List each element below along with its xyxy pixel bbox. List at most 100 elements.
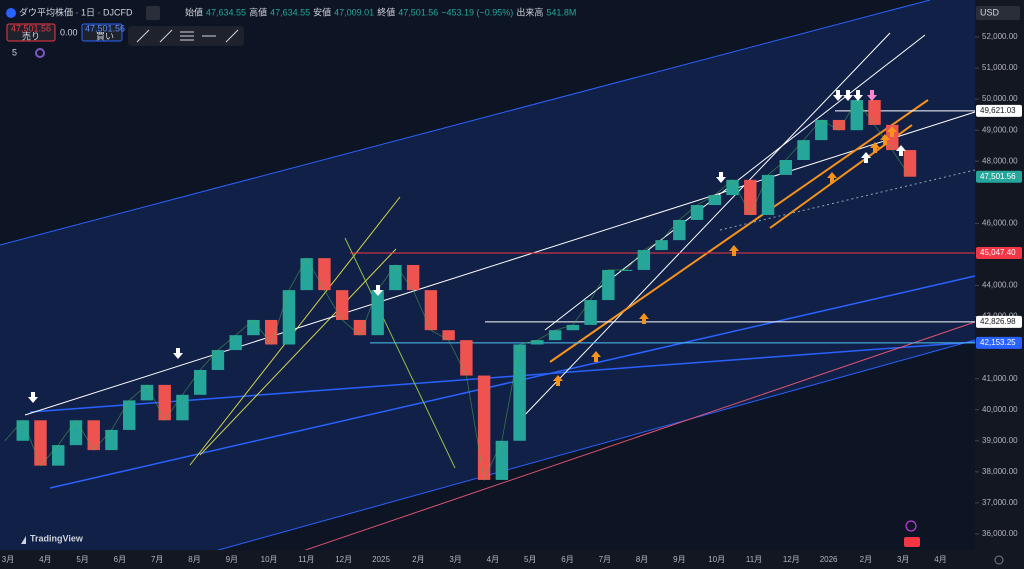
buy-button[interactable] [81, 23, 123, 42]
axis-settings[interactable] [994, 555, 1004, 565]
signal-arrow [861, 152, 871, 163]
ohlc-close-label: 終値 [377, 6, 395, 17]
candle [566, 324, 580, 331]
candle [335, 290, 349, 320]
trend-white [519, 32, 891, 421]
price-tick-label: 36,000.00 [982, 529, 1018, 538]
currency: USD [980, 7, 1000, 17]
candle [442, 330, 455, 341]
candle [797, 140, 810, 160]
price-tick-label: 44,000.00 [982, 281, 1018, 290]
indicator-count[interactable]: 5 [12, 47, 17, 57]
time-label: 2月 [860, 555, 872, 564]
time-label: 6月 [561, 555, 573, 564]
time-label: 6月 [114, 555, 126, 564]
spread: 0.00 [60, 27, 78, 37]
price-tick-label: 51,000.00 [982, 63, 1018, 72]
signal-arrow [373, 285, 383, 296]
price-tag-label: 49,621.03 [980, 106, 1016, 115]
price-tag [976, 336, 1022, 349]
signal-arrow [870, 142, 880, 153]
ohlc-volume-label: 出来高 [516, 6, 543, 17]
ohlc-high: 47,634.55 [270, 7, 310, 17]
price-tick-label: 39,000.00 [982, 436, 1018, 445]
signal-arrow [173, 348, 183, 359]
signal-arrow [639, 313, 649, 324]
candle [690, 205, 704, 220]
price-tick-label: 40,000.00 [982, 405, 1018, 414]
time-label: 2026 [820, 555, 838, 564]
candle [815, 119, 828, 141]
candle [87, 420, 100, 451]
time-label: 11月 [298, 555, 314, 564]
time-label: 10月 [261, 555, 278, 564]
time-label: 8月 [636, 555, 648, 564]
signal-arrow [591, 351, 601, 362]
sell-price: 47,501.56 [11, 23, 51, 33]
ohlc-low: 47,009.01 [334, 7, 374, 17]
signal-arrow [716, 172, 726, 183]
price-tag-label: 45,047.40 [980, 248, 1016, 257]
sell-button[interactable] [6, 23, 56, 42]
price-tag [976, 315, 1022, 328]
time-label: 3月 [449, 555, 461, 564]
candle [211, 350, 225, 370]
buy-price: 47,501.56 [85, 23, 125, 33]
ohlc-close: 47,501.56 [398, 7, 438, 17]
candle [282, 290, 296, 345]
candle [673, 219, 686, 241]
time-label: 9月 [226, 555, 238, 564]
candle [247, 319, 260, 336]
candle [726, 179, 739, 196]
toolbar-icons[interactable] [136, 29, 239, 43]
time-label: 4月 [39, 555, 51, 564]
settings-icon[interactable] [35, 48, 45, 58]
candle [868, 100, 881, 125]
candle [140, 384, 154, 401]
signal-arrow [827, 172, 837, 183]
candle [318, 258, 331, 291]
candle [105, 429, 118, 451]
time-label: 3月 [2, 555, 14, 564]
event-flag [904, 537, 920, 547]
symbol[interactable]: ダウ平均株価 · 1日 · DJCFD [19, 6, 133, 17]
candle [602, 269, 615, 301]
brand: TradingView [30, 533, 84, 543]
signal-arrow [853, 90, 863, 101]
trend-orange [549, 99, 929, 363]
time-label: 7月 [599, 555, 611, 564]
candle [16, 420, 29, 441]
symbol-icon [6, 8, 16, 18]
time-label: 2月 [412, 555, 424, 564]
price-tick-label: 49,000.00 [982, 125, 1018, 134]
price-tag-label: 42,153.25 [980, 338, 1016, 347]
candle [264, 319, 278, 345]
trend-yellow [199, 248, 397, 456]
ohlc-high-label: 高値 [249, 6, 267, 17]
candle [176, 394, 189, 421]
channel-bottom [149, 339, 976, 569]
signal-arrow [896, 145, 906, 156]
price-tick-label: 46,000.00 [982, 218, 1018, 227]
flag [146, 6, 160, 20]
candle [761, 174, 775, 215]
trend-green [344, 237, 456, 469]
ohlc-open-label: 始値 [185, 6, 203, 17]
ohlc-open: 47,634.55 [206, 7, 246, 17]
candle [548, 330, 562, 341]
currency-box[interactable] [976, 6, 1020, 20]
price-tag-label: 47,501.56 [980, 172, 1016, 181]
candle [371, 290, 384, 336]
candle [531, 340, 544, 345]
time-label: 5月 [524, 555, 536, 564]
time-axis [0, 550, 975, 569]
candle [424, 290, 438, 331]
candle [477, 375, 491, 480]
price-tick-label: 48,000.00 [982, 156, 1018, 165]
price-axis [975, 0, 1024, 569]
time-label: 10月 [708, 555, 725, 564]
signal-arrow [553, 375, 563, 386]
candle [779, 159, 792, 175]
ohlc-low-label: 安値 [313, 6, 331, 17]
